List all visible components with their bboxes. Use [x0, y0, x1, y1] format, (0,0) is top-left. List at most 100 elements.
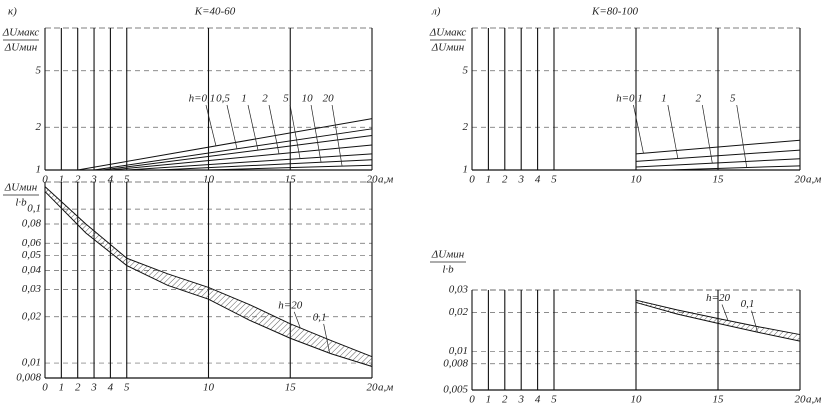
y-label-denominator: l·b	[442, 264, 454, 276]
y-label-numerator: ΔUмин	[4, 182, 38, 194]
x-tick-label: 1	[486, 174, 492, 186]
leader-line	[331, 104, 343, 167]
x-tick-label: 15	[713, 174, 725, 186]
y-label-numerator: ΔUмакс	[429, 27, 467, 39]
x-tick-label: 5	[551, 174, 557, 186]
y-label-denominator: ΔUмин	[4, 42, 38, 54]
series-label: 5	[730, 93, 736, 105]
x-tick-label: 0	[42, 174, 48, 186]
leader-line	[289, 104, 301, 159]
x-tick-label: 15	[285, 174, 297, 186]
x-tick-label: 2	[75, 174, 81, 186]
series-label: 1	[241, 93, 247, 105]
series-line	[44, 186, 373, 358]
y-tick-label: 2	[463, 121, 469, 133]
series-label: h=0,1	[616, 93, 643, 105]
y-tick-label: 0,01	[449, 345, 468, 357]
series-line	[635, 149, 801, 162]
chart-title: K=80-100	[591, 6, 638, 18]
leader-line	[633, 104, 644, 154]
series-label: 10	[302, 93, 314, 105]
x-tick-label: 0	[469, 174, 475, 186]
x-axis-label: a,м	[806, 174, 821, 186]
y-tick-label: 0,03	[22, 283, 42, 295]
x-tick-label: 2	[502, 174, 508, 186]
series-line	[159, 159, 373, 171]
leader-line	[293, 311, 301, 329]
x-tick-label: 1	[486, 394, 492, 406]
series-label: 1	[661, 93, 667, 105]
x-tick-label: 4	[108, 382, 114, 394]
x-axis-label: a,м	[378, 382, 393, 394]
series-line	[102, 134, 373, 171]
y-tick-label: 0,008	[443, 357, 468, 369]
y-tick-label: 5	[463, 64, 469, 76]
y-tick-label: 5	[36, 64, 42, 76]
series-line	[635, 158, 801, 168]
series-label: h=20	[278, 299, 302, 311]
x-tick-label: 0	[42, 382, 48, 394]
x-tick-label: 20	[795, 394, 807, 406]
x-tick-label: 20	[367, 382, 379, 394]
series-line	[635, 139, 801, 155]
series-line	[93, 128, 373, 171]
y-label-numerator: ΔUмакс	[2, 27, 40, 39]
x-tick-label: 2	[75, 382, 81, 394]
y-tick-label: 0,005	[443, 384, 468, 396]
x-tick-label: 3	[517, 174, 524, 186]
y-tick-label: 0,01	[22, 357, 41, 369]
x-tick-label: 3	[90, 174, 97, 186]
series-line	[635, 299, 801, 336]
x-tick-label: 20	[795, 174, 807, 186]
leader-line	[736, 104, 748, 168]
y-tick-label: 0,02	[22, 310, 42, 322]
series-line	[126, 153, 373, 171]
leader-line	[751, 310, 758, 333]
y-tick-label: 0,05	[22, 249, 42, 261]
x-tick-label: 10	[631, 394, 643, 406]
y-tick-label: 0,1	[27, 203, 41, 215]
x-tick-label: 1	[59, 174, 65, 186]
y-tick-label: 0,04	[22, 264, 42, 276]
series-label: 0,1	[741, 298, 755, 310]
x-tick-label: 15	[285, 382, 297, 394]
y-tick-label: 0,06	[22, 237, 42, 249]
leader-line	[268, 104, 280, 154]
series-label: 5	[283, 93, 289, 105]
x-tick-label: 3	[517, 394, 524, 406]
y-tick-label: 0,008	[16, 372, 41, 384]
band-hatch	[45, 186, 372, 367]
series-line	[77, 118, 373, 171]
x-tick-label: 3	[90, 382, 97, 394]
y-label-numerator: ΔUмин	[431, 249, 465, 261]
y-tick-label: 0,08	[22, 218, 42, 230]
panel-label: л)	[431, 6, 441, 18]
leader-line	[247, 104, 259, 151]
x-axis-label: a,м	[806, 394, 821, 406]
series-label: h=0,1	[189, 93, 216, 105]
x-tick-label: 0	[469, 394, 475, 406]
x-tick-label: 5	[551, 394, 557, 406]
series-label: 0,1	[313, 312, 327, 324]
leader-line	[701, 104, 713, 164]
y-tick-label: 0,03	[449, 284, 469, 296]
x-tick-label: 10	[203, 382, 215, 394]
y-tick-label: 0,02	[449, 306, 469, 318]
series-label: 2	[696, 93, 702, 105]
series-line	[110, 144, 373, 171]
leader-line	[310, 104, 322, 163]
series-label: 0,5	[216, 93, 230, 105]
x-tick-label: 5	[124, 174, 130, 186]
series-line	[635, 301, 801, 342]
leader-line	[226, 104, 238, 149]
series-label: h=20	[706, 292, 730, 304]
x-tick-label: 5	[124, 382, 130, 394]
y-label-denominator: ΔUмин	[431, 42, 465, 54]
series-label: 2	[262, 93, 268, 105]
x-tick-label: 10	[631, 174, 643, 186]
x-tick-label: 4	[535, 394, 541, 406]
leader-line	[323, 323, 331, 354]
y-label-denominator: l·b	[15, 197, 27, 209]
leader-line	[721, 304, 729, 321]
